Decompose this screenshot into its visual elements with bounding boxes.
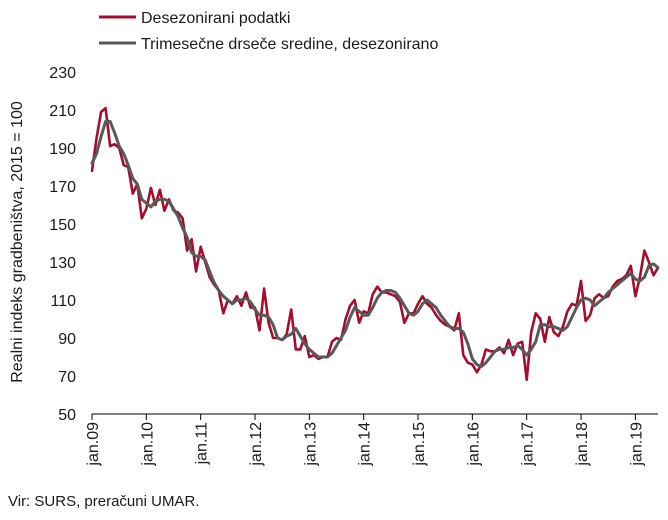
x-tick-label: jan.12	[248, 422, 265, 467]
x-tick-label: jan.14	[357, 422, 374, 467]
x-tick-label: jan.10	[139, 422, 156, 467]
x-tick-label: jan.13	[302, 422, 319, 467]
x-tick-label: jan.18	[574, 422, 591, 467]
x-axis-ticks: jan.09 jan.10 jan.11 jan.12 jan.13 jan.14 jan.…	[85, 414, 645, 467]
y-tick-label: 50	[58, 407, 76, 424]
y-tick-label: 70	[58, 369, 76, 386]
x-tick-label: jan.11	[194, 422, 211, 466]
y-tick-label: 190	[49, 141, 76, 158]
legend-label: Trimesečne drseče sredine, desezonirano	[141, 36, 438, 53]
y-tick-label: 210	[49, 103, 76, 120]
series-line-seasonally-adjusted	[90, 106, 660, 382]
y-tick-label: 150	[49, 217, 76, 234]
x-tick-label: jan.15	[411, 422, 428, 467]
y-axis-ticks: 50 70 90 110 130 150 170 190 210 230	[49, 65, 76, 424]
legend-label: Desezonirani podatki	[141, 10, 290, 27]
y-tick-label: 230	[49, 65, 76, 82]
x-tick-label: jan.19	[628, 422, 645, 467]
x-tick-label: jan.17	[520, 422, 537, 467]
y-tick-label: 170	[49, 179, 76, 196]
y-axis-label: Realni indeks gradbeništva, 2015 = 100	[9, 101, 26, 383]
source-note: Vir: SURS, preračuni UMAR.	[8, 493, 200, 510]
y-tick-label: 130	[49, 255, 76, 272]
y-tick-label: 110	[50, 293, 76, 310]
chart-legend: Desezonirani podatki Trimesečne drseče sr…	[99, 10, 438, 53]
x-tick-label: jan.09	[85, 422, 102, 467]
series-line-moving-average	[90, 119, 660, 368]
x-tick-label: jan.16	[465, 422, 482, 467]
y-tick-label: 90	[58, 331, 76, 348]
data-series	[90, 106, 660, 382]
